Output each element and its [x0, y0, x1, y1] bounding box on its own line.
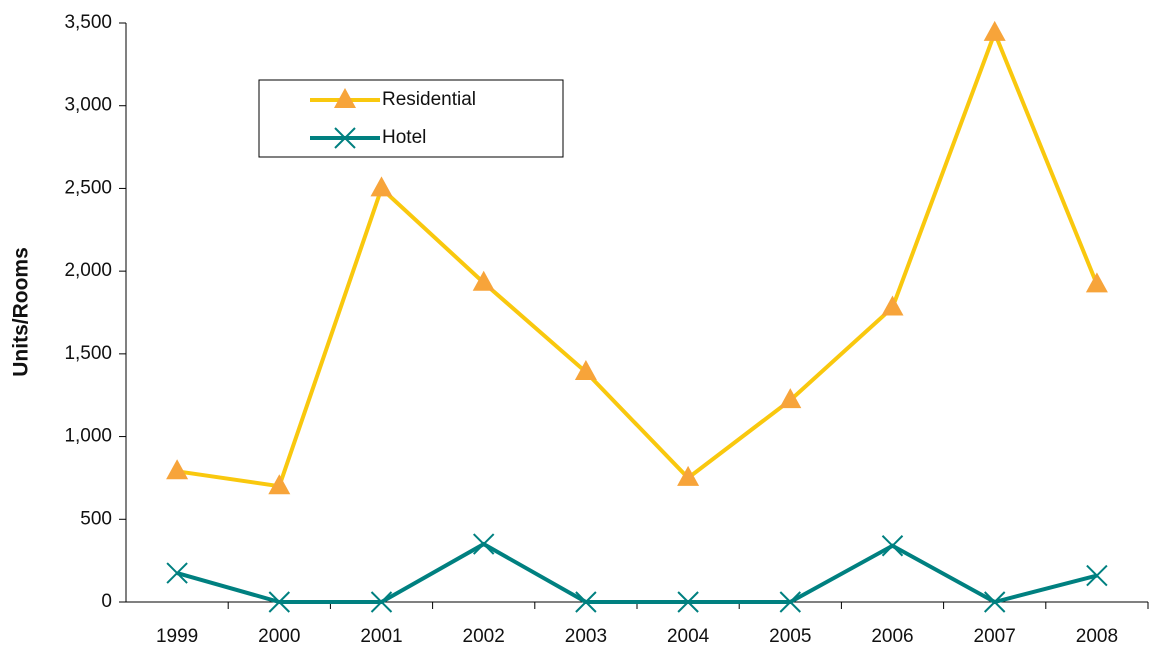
marker [574, 360, 597, 381]
marker [334, 127, 356, 149]
marker [779, 388, 802, 409]
marker [677, 465, 700, 486]
x-tick-label: 2003 [565, 626, 607, 647]
legend: Residential Hotel [258, 79, 564, 158]
legend-box [258, 79, 564, 158]
marker [268, 474, 291, 495]
marker [881, 535, 904, 557]
marker [881, 295, 904, 316]
marker [472, 270, 495, 291]
marker [472, 533, 495, 555]
marker [1085, 272, 1108, 293]
y-tick-label: 2,500 [64, 177, 112, 198]
y-tick-label: 0 [101, 591, 112, 612]
marker [268, 591, 291, 613]
y-tick-label: 3,500 [64, 12, 112, 33]
marker [166, 562, 188, 584]
series-line [176, 27, 1099, 489]
x-tick-label: 1999 [156, 626, 198, 647]
marker [166, 459, 189, 480]
x-tick-label: 2007 [974, 626, 1016, 647]
y-tick-label: 1,000 [64, 426, 112, 447]
x-tick-label: 2006 [871, 626, 913, 647]
marker [983, 591, 1006, 613]
marker [370, 591, 393, 613]
marker [370, 176, 393, 197]
marker [983, 20, 1006, 41]
series-line [176, 541, 1098, 605]
y-tick-label: 3,000 [64, 95, 112, 116]
marker [1086, 564, 1108, 587]
legend-label: Hotel [382, 127, 426, 148]
x-tick-label: 2005 [769, 626, 811, 647]
y-tick-label: 1,500 [64, 343, 112, 364]
y-tick-label: 500 [80, 508, 112, 529]
marker [779, 591, 802, 613]
y-tick-label: 2,000 [64, 260, 112, 281]
x-tick-label: 2002 [463, 626, 505, 647]
x-tick-label: 2001 [360, 626, 402, 647]
x-tick-label: 2000 [258, 626, 300, 647]
y-axis-label: Units/Rooms [10, 247, 33, 377]
marker [334, 88, 356, 108]
x-tick-label: 2004 [667, 626, 710, 647]
x-tick-label: 2008 [1076, 626, 1118, 647]
marker [575, 591, 597, 613]
legend-label: Residential [382, 89, 476, 110]
marker [677, 591, 699, 613]
